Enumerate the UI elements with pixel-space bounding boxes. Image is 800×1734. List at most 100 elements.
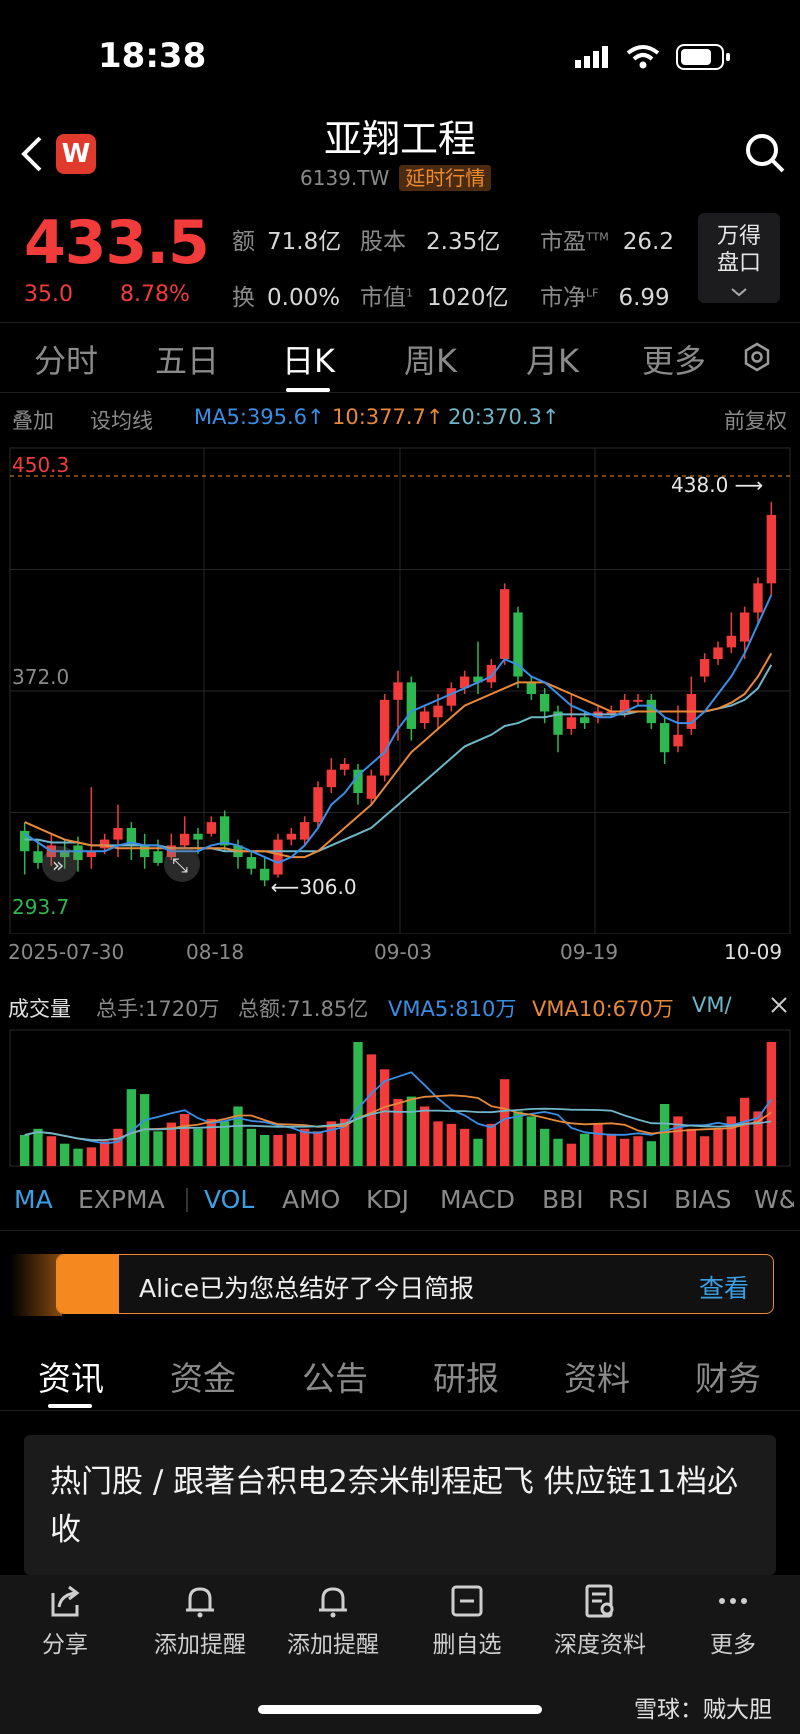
metric-turnover: 换 0.00%	[232, 285, 341, 311]
tab-weekly-k[interactable]: 周K	[404, 342, 457, 380]
volume-bar	[513, 1111, 523, 1166]
volume-bar	[406, 1096, 416, 1166]
ind-tab-amo[interactable]: AMO	[282, 1185, 341, 1214]
tab-daily-k[interactable]: 日K	[282, 342, 335, 380]
adjust-toggle[interactable]: 前复权	[724, 409, 787, 433]
home-indicator[interactable]	[258, 1705, 542, 1714]
news-tab-info[interactable]: 资讯	[38, 1359, 104, 1398]
news-tab-financials[interactable]: 财务	[695, 1359, 761, 1398]
candle-body	[660, 723, 670, 753]
battery-icon	[676, 44, 732, 74]
tab-more[interactable]: 更多	[642, 342, 707, 380]
tab-monthly-k[interactable]: 月K	[526, 342, 579, 380]
candle-body	[260, 868, 270, 881]
candle-body	[673, 734, 683, 747]
vma5-value: VMA5:810万	[388, 997, 517, 1021]
price-change: 35.0	[24, 282, 73, 307]
volume-bar	[393, 1099, 403, 1166]
candle-body	[473, 676, 483, 683]
more-button[interactable]: 更多	[668, 1583, 798, 1659]
banner-view-link[interactable]: 查看	[699, 1274, 750, 1303]
volume-chart	[9, 1029, 791, 1167]
news-tab-funds[interactable]: 资金	[170, 1359, 236, 1398]
volume-bar	[700, 1136, 710, 1166]
search-icon[interactable]	[744, 132, 786, 178]
news-tab-research[interactable]: 研报	[433, 1359, 499, 1398]
overlay-button[interactable]: 叠加	[12, 409, 54, 433]
candle-body	[406, 682, 416, 729]
share-icon	[51, 1585, 80, 1617]
candle-body	[126, 827, 136, 846]
news-card[interactable]	[24, 1435, 776, 1575]
vma-more: VM/	[692, 993, 732, 1017]
volume-bar	[300, 1128, 310, 1166]
ind-tab-rsi[interactable]: RSI	[608, 1185, 649, 1214]
candle-body	[540, 694, 550, 712]
ind-tab-kdj[interactable]: KDJ	[366, 1185, 410, 1214]
volume-bar	[620, 1138, 630, 1166]
app-logo-icon[interactable]: W	[56, 134, 96, 174]
ind-tab-bias[interactable]: BIAS	[674, 1185, 732, 1214]
ma5-value: MA5:395.6↑	[194, 405, 325, 429]
price-label-low: 293.7	[12, 895, 69, 919]
min-price-annotation: ⟵306.0	[271, 875, 357, 899]
volume-total-amount: 总额:71.85亿	[238, 997, 369, 1021]
candle-body	[140, 845, 150, 858]
candle-body	[633, 699, 643, 702]
add-alert-button[interactable]: 添加提醒	[135, 1583, 265, 1659]
candle-body	[566, 717, 576, 729]
volume-bar	[673, 1116, 683, 1166]
close-icon[interactable]	[770, 996, 788, 1018]
ind-tab-expma[interactable]: EXPMA	[78, 1185, 165, 1214]
volume-bar	[473, 1138, 483, 1166]
ind-tab-wr[interactable]: W&	[754, 1185, 794, 1214]
price-label-high: 450.3	[12, 453, 69, 477]
tab-five-day[interactable]: 五日	[155, 342, 220, 380]
candle-body	[193, 833, 203, 840]
remove-watchlist-button[interactable]: 删自选	[402, 1583, 532, 1659]
metric-shares: 股本 2.35亿	[360, 229, 501, 255]
wifi-icon	[626, 44, 660, 74]
volume-bar	[420, 1106, 430, 1166]
ind-tab-ma[interactable]: MA	[14, 1185, 53, 1214]
volume-bar	[353, 1042, 363, 1166]
volume-bar	[553, 1138, 563, 1166]
vma5-line	[24, 1071, 773, 1145]
back-icon[interactable]	[18, 134, 44, 178]
ind-tab-vol[interactable]: VOL	[204, 1185, 255, 1214]
volume-bar	[73, 1148, 83, 1166]
volume-bar	[60, 1143, 70, 1166]
add-alert-button-2[interactable]: 添加提醒	[268, 1583, 398, 1659]
metric-pe: 市盈TTM 26.2	[540, 229, 674, 255]
candle-body	[340, 763, 350, 770]
ind-tab-bbi[interactable]: BBI	[542, 1185, 584, 1214]
tab-intraday[interactable]: 分时	[34, 342, 99, 380]
news-tab-announcements[interactable]: 公告	[302, 1359, 368, 1398]
status-time: 18:38	[98, 36, 207, 76]
candle-body	[620, 699, 630, 712]
volume-bar	[740, 1097, 750, 1166]
volume-bar	[126, 1089, 136, 1166]
candle-body	[353, 769, 363, 794]
set-ma-button[interactable]: 设均线	[90, 409, 153, 433]
volume-bar	[540, 1128, 550, 1166]
candle-body	[113, 827, 123, 840]
document-icon	[585, 1584, 614, 1618]
deep-data-button[interactable]: 深度资料	[535, 1583, 665, 1659]
candlestick-chart[interactable]: 450.3 372.0 293.7 438.0 ⟶ ⟵306.0 » ⤡	[0, 444, 800, 934]
ind-tab-macd[interactable]: MACD	[440, 1185, 515, 1214]
date-label: 08-18	[186, 940, 245, 964]
period-tabs: 分时 五日 日K 周K 月K 更多	[0, 336, 800, 392]
stock-name: 亚翔工程	[323, 117, 476, 161]
settings-icon[interactable]	[742, 342, 772, 376]
share-button[interactable]: 分享	[0, 1583, 130, 1659]
volume-bar	[180, 1113, 190, 1166]
candle-body	[220, 816, 230, 846]
signal-icon	[575, 46, 609, 72]
news-tab-profile[interactable]: 资料	[564, 1359, 630, 1398]
news-title[interactable]: 热门股 / 跟著台积电2奈米制程起飞 供应链11档必收	[50, 1464, 739, 1548]
daily-brief-banner[interactable]: Alice已为您总结好了今日简报 查看	[56, 1254, 774, 1314]
wande-orderbook-button[interactable]: 万得 盘口	[698, 213, 780, 303]
candle-body	[20, 830, 30, 852]
volume-bar	[153, 1131, 163, 1166]
